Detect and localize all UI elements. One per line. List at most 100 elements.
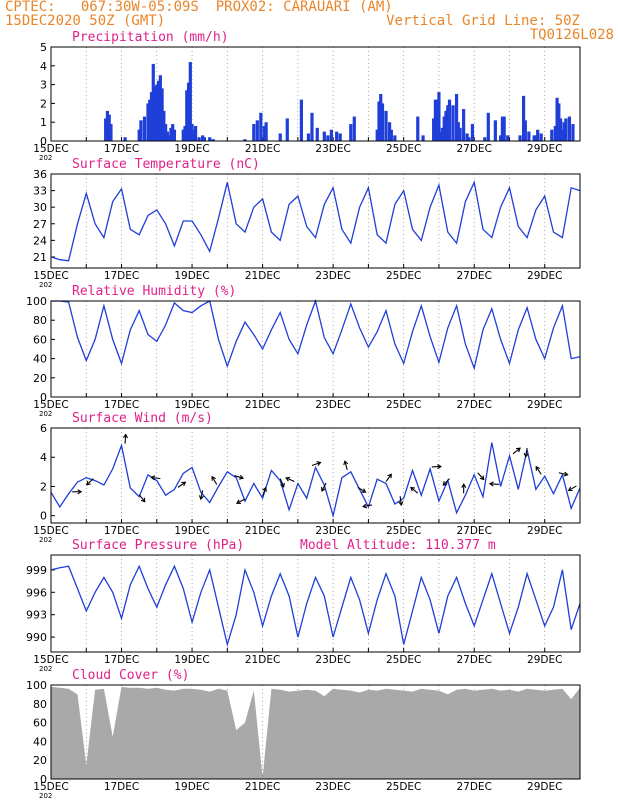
wind-arrow (86, 478, 94, 486)
temp-xtick-label: 29DEC (527, 270, 562, 282)
precip-bar (387, 122, 392, 141)
precip-bar (571, 124, 575, 141)
precip-bar (148, 99, 152, 141)
rh-xtick-label: 27DEC (456, 399, 491, 411)
precip-ytick-label: 5 (40, 41, 47, 54)
precip-bar (164, 124, 168, 141)
precip-xtick-label: 19DEC (174, 143, 209, 155)
precip-bar (193, 125, 198, 141)
precip-ytick-label: 0 (40, 135, 47, 148)
wind-title: Surface Wind (m/s) (72, 411, 213, 426)
precip-bar (211, 139, 215, 141)
precip-bar (171, 124, 175, 141)
precip-ytick-label: 2 (40, 97, 47, 110)
precip-bar (486, 112, 490, 141)
precip-bar (559, 118, 563, 141)
temp-ytick-label: 27 (33, 218, 47, 231)
precip-bar (465, 133, 469, 141)
precip-bar (299, 99, 303, 141)
temp-xtick-label: 21DEC (245, 270, 280, 282)
precip-bar (278, 133, 282, 141)
wind-arrow (200, 490, 204, 500)
wind-xtick-label: 27DEC (456, 525, 491, 537)
precip-bar (160, 88, 164, 141)
precip-bar (506, 135, 510, 141)
rh-ytick-label: 60 (33, 333, 47, 346)
precip-bar (377, 101, 381, 141)
precip-bar (255, 120, 259, 141)
precip-bar (151, 63, 155, 141)
wind-arrow-head (535, 465, 541, 471)
precip-bar (384, 110, 388, 141)
precip-bar (555, 97, 559, 141)
wind-arrow-head (567, 486, 573, 492)
wind-arrow-head (285, 476, 291, 482)
precip-bar (158, 75, 162, 141)
precip-bar (349, 124, 353, 141)
wind-arrow (285, 477, 295, 483)
wind-arrow-head (239, 474, 245, 480)
precip-bar (536, 129, 540, 141)
precip-bar (262, 125, 266, 141)
temp-xtick-label: 19DEC (174, 270, 209, 282)
precip-bar (183, 125, 187, 141)
wind-arrow (535, 466, 542, 475)
wind-arrow (234, 475, 244, 479)
precip-bar (190, 124, 194, 141)
wind-arrow (138, 494, 146, 503)
wind-arrow (399, 496, 402, 506)
press-xtick-label: 19DEC (174, 654, 209, 666)
wind-frame (50, 427, 581, 524)
wind-xtick-label: 15DEC (33, 525, 68, 537)
precip-bar (105, 110, 110, 141)
press-xtick-label: 17DEC (104, 654, 139, 666)
precip-bar (550, 129, 554, 141)
rh-title: Relative Humidity (%) (72, 284, 236, 299)
precip-bar (564, 118, 568, 141)
precip-ytick-label: 1 (40, 116, 47, 129)
wind-arrow (177, 481, 186, 488)
temp-xtick-label: 25DEC (386, 270, 421, 282)
wind-arrow-head (140, 497, 146, 503)
precip-bar (502, 116, 506, 141)
precip-xtick-label: 15DEC (33, 143, 68, 155)
wind-arrow-head (77, 489, 83, 495)
precip-bar (146, 103, 150, 141)
wind-arrow (151, 476, 161, 480)
cloud-title: Cloud Cover (%) (72, 668, 189, 683)
rh-xtick-label: 29DEC (527, 399, 562, 411)
cloud-ytick-label: 60 (33, 717, 47, 730)
precip-bar (462, 109, 466, 141)
precip-bar (153, 86, 157, 141)
press-frame (50, 554, 581, 653)
cloud-ytick-label: 20 (33, 754, 47, 767)
precip-bar (560, 129, 564, 141)
temp-ytick-label: 33 (33, 185, 47, 198)
precip-bar (557, 103, 561, 141)
press-title: Surface Pressure (hPa) (72, 538, 244, 553)
precip-xtick-label: 17DEC (104, 143, 139, 155)
wind-arrow (262, 487, 267, 497)
rh-ytick-label: 40 (33, 353, 47, 366)
wind-arrow-head (488, 481, 494, 487)
precip-bar (243, 139, 247, 141)
wind-ytick-label: 6 (40, 422, 47, 435)
precip-bar (335, 131, 339, 141)
precip-xtick-label: 29DEC (527, 143, 562, 155)
precip-frame (50, 46, 581, 142)
precip-bar (435, 99, 439, 141)
rh-line (51, 298, 581, 371)
precip-bar (322, 131, 326, 141)
press-xtick-label: 21DEC (245, 654, 280, 666)
rh-xsublabel: 202 (39, 410, 52, 418)
wind-arrow-head (442, 481, 448, 486)
wind-arrow-head (461, 483, 467, 488)
precip-bar (306, 133, 311, 141)
wind-arrow-head (150, 475, 156, 481)
precip-bar (197, 137, 201, 141)
temp-xtick-label: 17DEC (104, 270, 139, 282)
wind-arrow-head (516, 447, 521, 453)
precip-bar (483, 137, 487, 141)
precip-xtick-label: 27DEC (456, 143, 491, 155)
precip-bar (447, 99, 452, 141)
